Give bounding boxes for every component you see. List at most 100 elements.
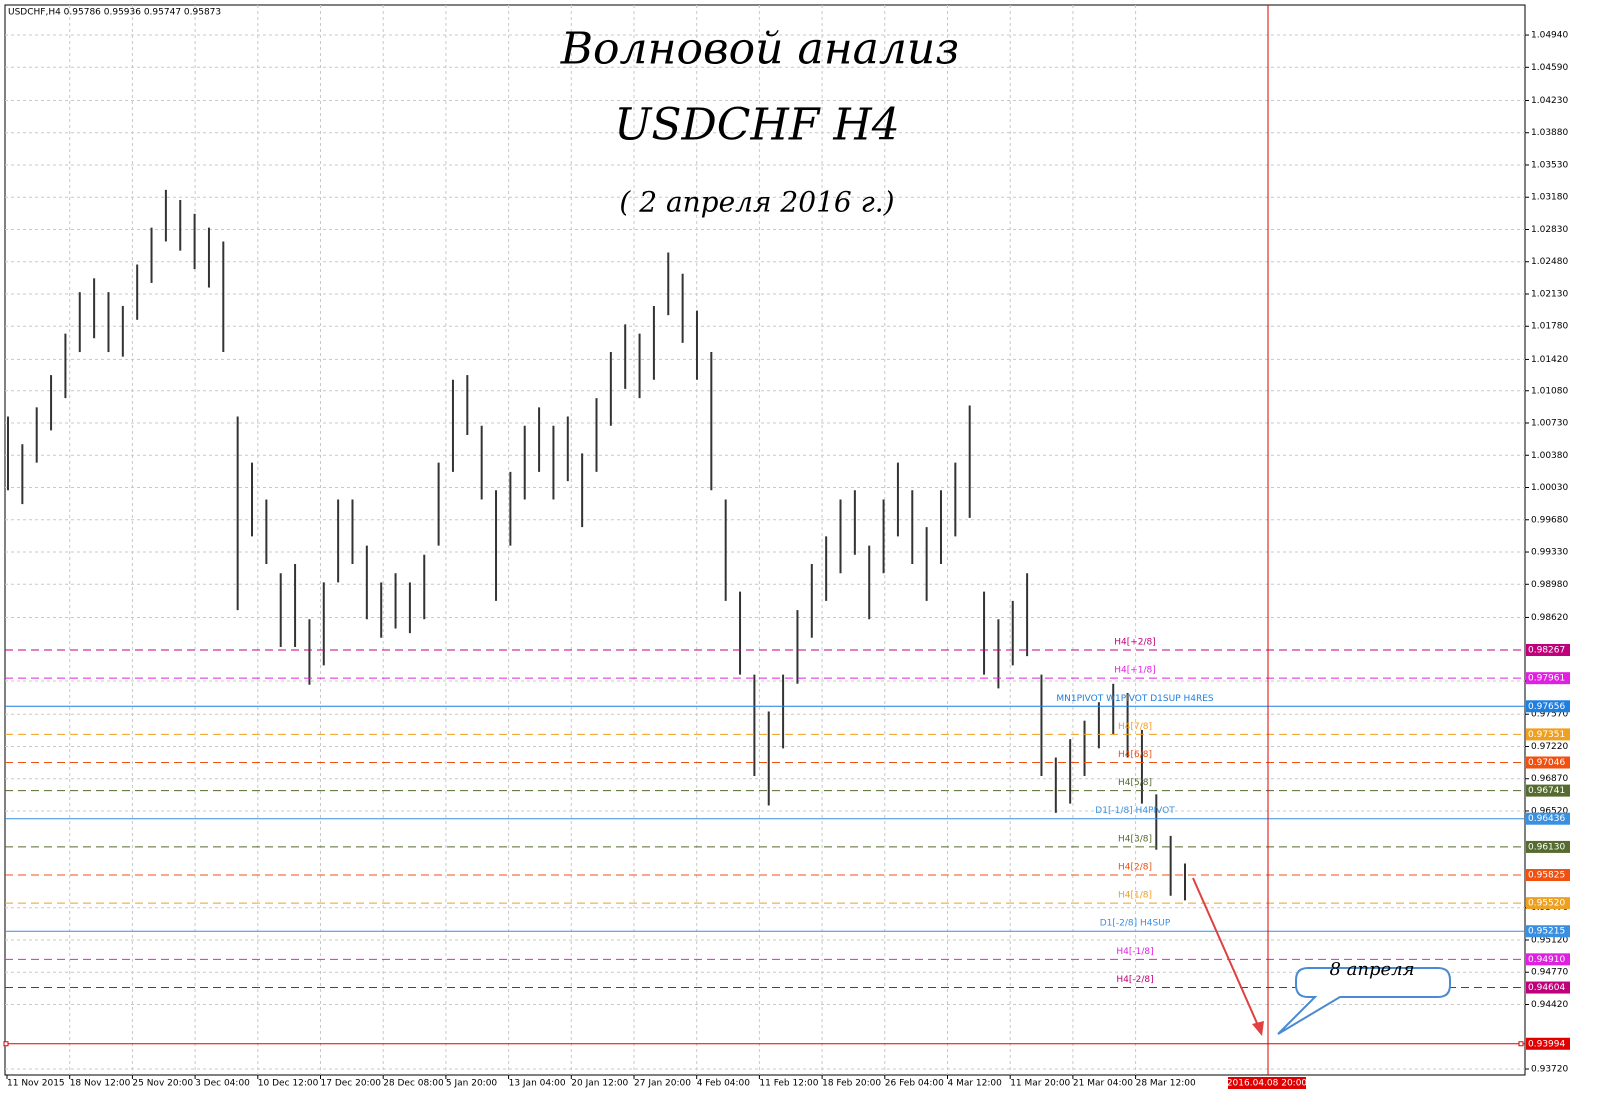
x-tick-label: 11 Nov 2015 <box>7 1079 65 1089</box>
price-label: 0.94910 <box>1528 955 1565 965</box>
price-box <box>1526 672 1570 685</box>
level-label: H4[2/8] <box>1118 863 1152 873</box>
level-label: D1[-2/8] H4SUP <box>1100 919 1171 929</box>
y-tick-label: 0.96870 <box>1531 774 1568 784</box>
y-tick-label: 1.02830 <box>1531 225 1568 235</box>
x-tick-label: 28 Dec 08:00 <box>383 1079 444 1089</box>
level-label: H4[+2/8] <box>1114 637 1156 647</box>
x-tick-label: 28 Mar 12:00 <box>1136 1079 1196 1089</box>
y-tick-label: 1.03880 <box>1531 128 1568 138</box>
price-box <box>1526 953 1570 966</box>
y-tick-label: 1.04940 <box>1531 31 1568 41</box>
y-tick-label: 0.98620 <box>1531 613 1568 623</box>
level-label: H4[-2/8] <box>1116 975 1153 985</box>
x-tick-label: 5 Jan 20:00 <box>446 1079 498 1089</box>
level-label: H4[3/8] <box>1118 834 1152 844</box>
level-label: H4[+1/8] <box>1114 666 1156 676</box>
x-tick-label: 26 Feb 04:00 <box>885 1079 944 1089</box>
y-tick-label: 1.04590 <box>1531 63 1568 73</box>
y-tick-label: 0.99680 <box>1531 515 1568 525</box>
price-label: 0.96130 <box>1528 842 1565 852</box>
price-label: 0.95520 <box>1528 899 1565 909</box>
target-end <box>1518 1041 1524 1047</box>
levels: 0.98267 H4[+2/8] 0.97961 H4[+1/8] 0.97656 MN1… <box>3 637 1570 1050</box>
level-label: H4[7/8] <box>1118 722 1152 732</box>
x-tick-label: 20 Jan 12:00 <box>571 1079 628 1089</box>
bars <box>7 189 1186 901</box>
forecast-time: 2016.04.08 20:00 <box>1227 1079 1308 1089</box>
y-tick-label: 1.02480 <box>1531 257 1568 267</box>
y-tick-label: 1.03180 <box>1531 193 1568 203</box>
price-label: 0.98267 <box>1528 645 1565 655</box>
price-box <box>1526 1037 1570 1050</box>
price-box <box>1526 925 1570 938</box>
callout-box <box>1277 967 1451 1035</box>
price-label: 0.96741 <box>1528 786 1565 796</box>
price-box <box>1526 700 1570 713</box>
price-label: 0.94604 <box>1528 983 1565 993</box>
y-tick-label: 0.95120 <box>1531 935 1568 945</box>
y-tick-label: 0.93720 <box>1531 1065 1568 1075</box>
x-tick-label: 21 Mar 04:00 <box>1073 1079 1133 1089</box>
x-tick-label: 11 Mar 20:00 <box>1010 1079 1070 1089</box>
forecast-time-box <box>1228 1077 1306 1089</box>
price-box <box>1526 728 1570 741</box>
x-tick-label: 25 Nov 20:00 <box>132 1079 193 1089</box>
chart-title: Волновой анализ <box>560 24 960 75</box>
price-label: 0.96436 <box>1528 814 1565 824</box>
price-label: 0.97351 <box>1528 730 1565 740</box>
x-tick-label: 13 Jan 04:00 <box>509 1079 566 1089</box>
price-box <box>1526 756 1570 769</box>
y-tick-label: 0.97220 <box>1531 742 1568 752</box>
y-tick-label: 1.01420 <box>1531 355 1568 365</box>
y-tick-label: 0.94770 <box>1531 968 1568 978</box>
chart-subtitle: USDCHF H4 <box>614 100 899 151</box>
price-label: 0.95215 <box>1528 927 1565 937</box>
arrow-head <box>1252 1021 1264 1036</box>
price-label: 0.97961 <box>1528 674 1565 684</box>
price-box <box>1526 981 1570 994</box>
y-tick-label: 1.04230 <box>1531 96 1568 106</box>
price-label: 0.95825 <box>1528 871 1565 881</box>
level-label: H4[-1/8] <box>1116 947 1153 957</box>
level-label: H4[6/8] <box>1118 750 1152 760</box>
header: USDCHF,H4 0.95786 0.95936 0.95747 0.9587… <box>8 8 221 18</box>
y-tick-label: 1.02130 <box>1531 289 1568 299</box>
price-box <box>1526 840 1570 853</box>
y-tick-label: 1.00730 <box>1531 419 1568 429</box>
x-tick-label: 17 Dec 20:00 <box>321 1079 382 1089</box>
target-end <box>3 1041 9 1047</box>
forecast-arrow <box>1192 877 1261 1031</box>
y-tick-label: 0.96520 <box>1531 806 1568 816</box>
price-label: 0.93994 <box>1528 1039 1565 1049</box>
plot-frame <box>4 4 1526 1076</box>
x-tick-label: 4 Feb 04:00 <box>697 1079 751 1089</box>
x-tick-label: 4 Mar 12:00 <box>948 1079 1003 1089</box>
x-tick-label: 11 Feb 12:00 <box>759 1079 818 1089</box>
y-tick-label: 0.99330 <box>1531 548 1568 558</box>
y-tick-label: 0.98980 <box>1531 580 1568 590</box>
level-label: D1[-1/8] H4PIVOT <box>1095 806 1175 816</box>
y-tick-label: 1.00380 <box>1531 451 1568 461</box>
level-label: H4[1/8] <box>1118 891 1152 901</box>
y-tick-label: 1.01780 <box>1531 322 1568 332</box>
y-tick-label: 1.03530 <box>1531 160 1568 170</box>
price-label: 0.97046 <box>1528 758 1565 768</box>
date-note: ( 2 апреля 2016 г.) <box>619 186 894 219</box>
level-label: MN1PIVOT W1PIVOT D1SUP H4RES <box>1056 694 1214 704</box>
price-box <box>1526 784 1570 797</box>
price-box <box>1526 869 1570 882</box>
price-box <box>1526 643 1570 656</box>
level-label: H4[5/8] <box>1118 778 1152 788</box>
y-tick-label: 1.00030 <box>1531 483 1568 493</box>
y-tick-label: 0.97570 <box>1531 710 1568 720</box>
callout-text: 8 апреля <box>1329 959 1414 980</box>
price-box <box>1526 812 1570 825</box>
price-box <box>1526 897 1570 910</box>
x-tick-label: 18 Nov 12:00 <box>70 1079 131 1089</box>
y-tick-label: 1.01080 <box>1531 386 1568 396</box>
x-tick-label: 10 Dec 12:00 <box>258 1079 319 1089</box>
